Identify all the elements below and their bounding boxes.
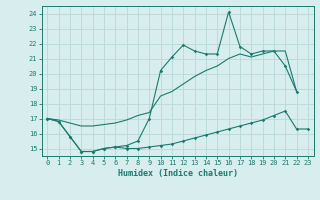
X-axis label: Humidex (Indice chaleur): Humidex (Indice chaleur): [118, 169, 237, 178]
